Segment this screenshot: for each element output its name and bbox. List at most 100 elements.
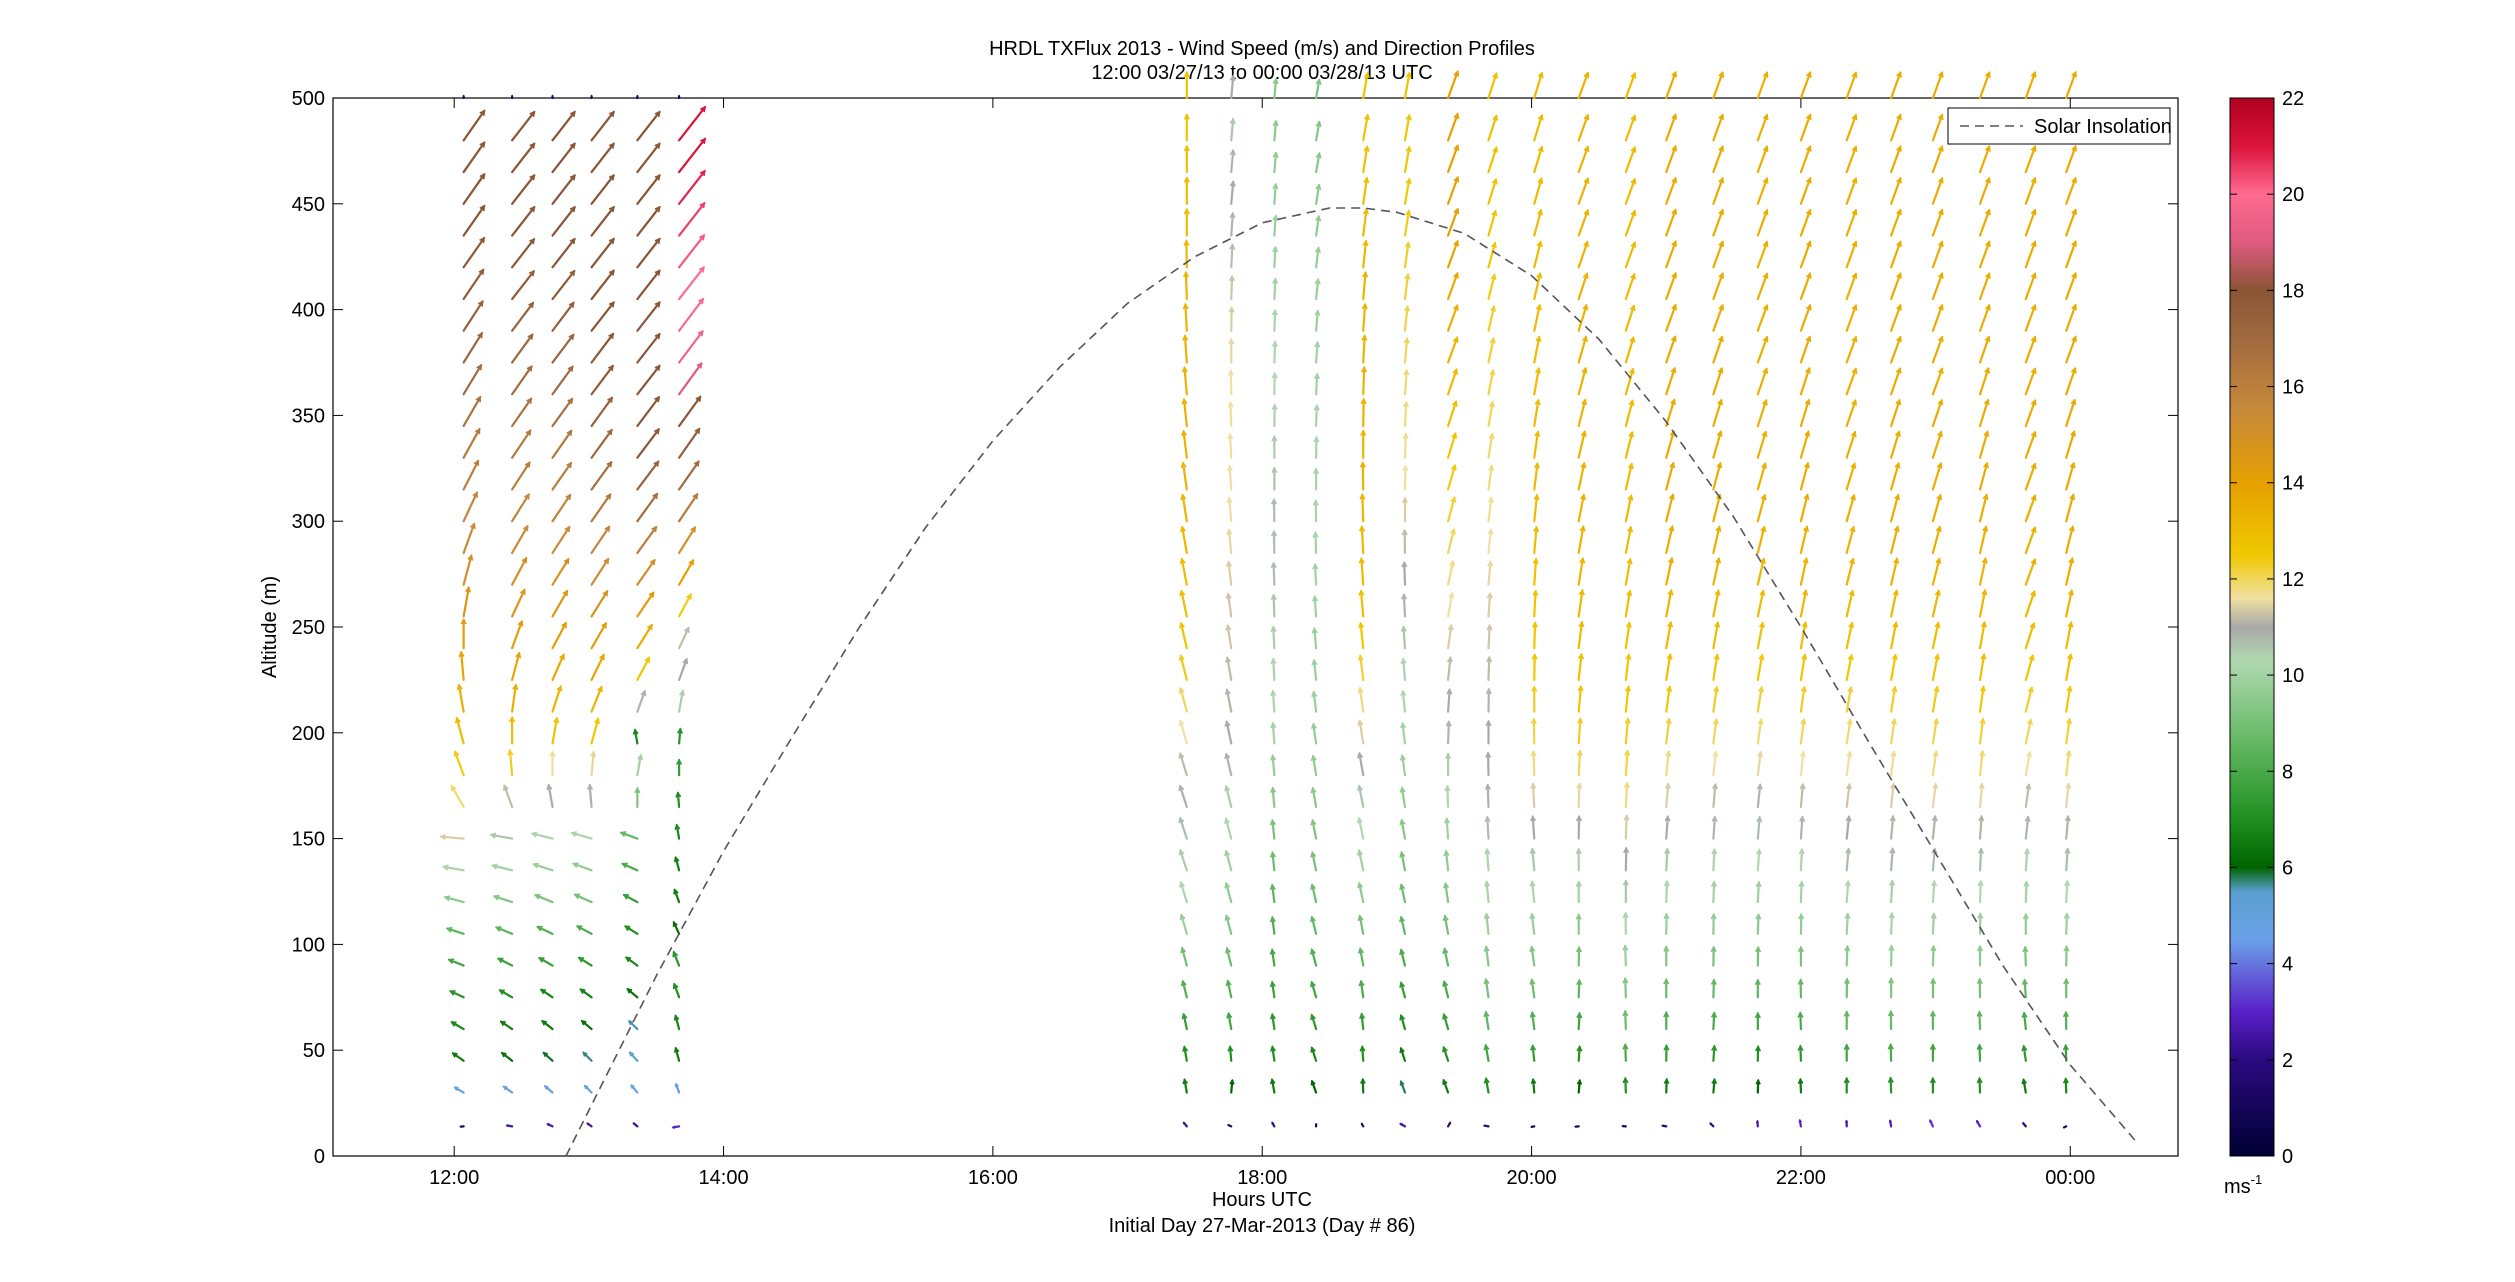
wind-arrow-head: [1666, 652, 1673, 660]
wind-arrow: [1315, 152, 1321, 174]
wind-arrow-head: [474, 427, 481, 435]
wind-arrow-head: [1533, 493, 1540, 501]
wind-arrow-head: [1488, 400, 1496, 408]
wind-arrow: [1890, 912, 1893, 935]
wind-arrow-head: [1362, 208, 1369, 215]
wind-arrow-head: [492, 894, 500, 901]
wind-arrow: [1225, 882, 1233, 904]
wind-arrow-head: [1668, 525, 1675, 532]
wind-arrow: [1227, 592, 1233, 618]
wind-arrow: [1533, 272, 1542, 301]
wind-arrow-head: [521, 556, 528, 564]
wind-arrow-head: [1929, 1119, 1933, 1123]
wind-arrow-head: [1269, 754, 1277, 761]
wind-arrow: [1181, 494, 1188, 523]
wind-arrow-head: [1630, 272, 1636, 280]
wind-arrow-head: [1356, 849, 1363, 856]
wind-arrow: [1227, 1012, 1233, 1031]
wind-arrow: [551, 685, 562, 713]
wind-arrow-head: [1710, 945, 1717, 953]
wind-arrow: [673, 888, 681, 904]
wind-arrow-head: [678, 94, 681, 98]
wind-arrow-head: [473, 459, 480, 466]
wind-arrow-head: [1759, 557, 1766, 564]
wind-arrow-head: [476, 363, 482, 371]
wind-arrow-head: [1761, 398, 1768, 406]
wind-arrow-head: [1670, 335, 1677, 342]
wind-arrow: [1756, 177, 1769, 205]
wind-arrow: [1180, 622, 1188, 650]
wind-arrow-head: [679, 689, 686, 696]
wind-arrow: [1531, 1044, 1536, 1062]
wind-arrow-head: [582, 1051, 588, 1057]
colorbar-tick-label: 22: [2282, 88, 2304, 110]
wind-arrow: [551, 270, 576, 301]
wind-arrow-head: [2024, 815, 2031, 823]
wind-arrow-head: [2071, 303, 2078, 311]
wind-arrow-head: [1485, 751, 1492, 758]
wind-arrow-head: [489, 832, 497, 839]
wind-arrow-head: [1577, 652, 1585, 660]
wind-arrow: [1712, 750, 1717, 777]
wind-arrow-head: [1979, 717, 1986, 725]
wind-arrow-head: [1890, 782, 1897, 790]
wind-arrow-head: [1983, 398, 1990, 406]
wind-arrow: [1799, 145, 1812, 174]
wind-arrow-head: [1937, 113, 1944, 121]
wind-arrow: [1442, 1079, 1450, 1094]
colorbar-tick-label: 8: [2282, 761, 2293, 783]
wind-arrow: [590, 622, 607, 650]
wind-arrow-head: [529, 237, 536, 245]
wind-arrow: [678, 427, 701, 459]
wind-arrow-head: [1894, 430, 1901, 437]
wind-arrow-head: [1178, 719, 1185, 727]
wind-arrow-head: [1179, 589, 1186, 597]
wind-arrow-head: [1224, 946, 1231, 954]
wind-arrow-head: [1357, 881, 1364, 889]
wind-arrow-head: [1718, 208, 1725, 216]
wind-arrow-head: [1663, 1077, 1670, 1084]
wind-arrow-head: [699, 169, 706, 177]
wind-arrow-head: [1712, 717, 1719, 725]
colorbar-tick-label: 14: [2282, 473, 2304, 495]
wind-arrow: [1931, 589, 1940, 618]
wind-arrow-head: [654, 269, 661, 276]
wind-arrow-head: [654, 174, 661, 181]
wind-arrow-head: [1575, 913, 1582, 920]
wind-arrow-head: [1805, 335, 1812, 343]
wind-arrow: [1756, 589, 1765, 618]
wind-arrow-head: [1313, 404, 1320, 411]
wind-arrow-head: [1361, 302, 1368, 310]
wind-arrow-head: [1270, 561, 1277, 569]
wind-arrow: [590, 686, 603, 713]
wind-arrow: [2024, 145, 2037, 174]
wind-arrow-head: [570, 831, 578, 838]
wind-arrow: [1624, 114, 1636, 142]
wind-arrow-head: [1710, 978, 1717, 985]
wind-arrow: [1315, 373, 1319, 396]
wind-arrow-head: [1844, 879, 1851, 887]
wind-arrow: [1224, 817, 1233, 840]
wind-arrow: [1312, 659, 1318, 682]
wind-arrow-head: [1536, 272, 1543, 279]
wind-arrow-head: [1937, 303, 1944, 311]
wind-arrow: [1712, 367, 1723, 396]
wind-arrow-head: [1755, 880, 1762, 888]
wind-arrow-head: [1718, 272, 1725, 279]
wind-arrow-head: [2064, 814, 2071, 822]
wind-arrow-head: [1661, 1124, 1665, 1128]
wind-arrow-head: [1310, 818, 1317, 826]
wind-arrow: [1181, 526, 1188, 555]
wind-arrow: [1931, 815, 1937, 840]
wind-arrow-head: [1183, 71, 1190, 78]
wind-arrow: [1182, 398, 1188, 428]
wind-arrow-head: [676, 758, 683, 765]
wind-arrow: [1577, 653, 1583, 682]
wind-arrow: [1845, 654, 1853, 682]
wind-arrow: [1230, 118, 1235, 142]
wind-arrow-head: [479, 109, 486, 116]
wind-arrow-head: [2063, 879, 2071, 887]
wind-arrow: [1487, 273, 1496, 301]
wind-arrow: [462, 173, 486, 205]
wind-arrow-head: [509, 715, 516, 723]
